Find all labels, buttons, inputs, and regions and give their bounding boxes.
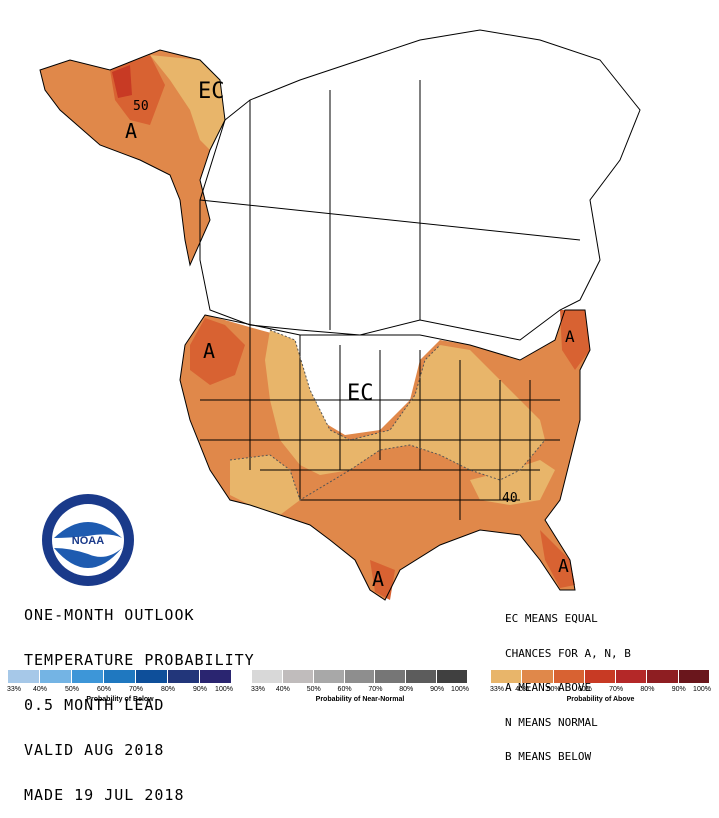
legend-tick-label: 33%	[6, 686, 22, 693]
alaska-shading	[40, 50, 225, 265]
legend-tick-label: 70%	[128, 686, 144, 693]
legend-tick-label: 80%	[640, 686, 655, 693]
contours	[229, 329, 546, 501]
key-line: EC MEANS EQUAL	[505, 612, 598, 625]
ec-conus-label: EC	[347, 381, 374, 406]
legend-swatch	[282, 670, 313, 683]
legend-swatch	[437, 670, 467, 683]
legend-tick-label: 50%	[546, 686, 561, 693]
legend-swatch	[313, 670, 344, 683]
legend-below: 33% 40% 50% 60% 70% 80% 90% 100% Probability of …	[6, 670, 233, 707]
legend-swatch	[553, 670, 584, 683]
legend-swatch	[491, 670, 522, 683]
a-florida-label: A	[558, 556, 569, 577]
legend-swatch	[678, 670, 709, 683]
legend-tick-label: 90%	[192, 686, 208, 693]
key-line: CHANCES FOR A, N, B	[505, 646, 631, 660]
a-northeast-label: A	[565, 327, 575, 346]
key-line: B MEANS BELOW	[505, 750, 592, 763]
boundaries	[39, 29, 641, 601]
legend-tick-label: 60%	[577, 686, 592, 693]
a-alaska-label: A	[125, 119, 137, 143]
legend-tick-label: 100%	[215, 686, 233, 693]
legend-tick-label: 40%	[32, 686, 48, 693]
title-line: VALID AUG 2018	[24, 741, 165, 759]
title-line: ONE-MONTH OUTLOOK	[24, 606, 195, 624]
key-line: N MEANS NORMAL	[505, 715, 598, 729]
a-northwest-label: A	[203, 339, 215, 363]
legend-tick-label: 33%	[250, 686, 266, 693]
legend-tick-label: 70%	[609, 686, 624, 693]
conus-shading	[180, 310, 590, 600]
legend-swatch	[375, 670, 406, 683]
legend-label: Probability of Near-Normal	[315, 696, 405, 703]
legend-swatch	[406, 670, 437, 683]
legend-label: Probability of Above	[566, 696, 635, 703]
contour-50-label: 50	[133, 99, 149, 114]
legend-tick-label: 60%	[337, 686, 352, 693]
legend-swatch	[522, 670, 553, 683]
legend-swatch	[72, 670, 103, 683]
legend-swatch	[168, 670, 199, 683]
contour-40-label: 40	[502, 491, 518, 506]
noaa-logo: NOAA	[42, 494, 134, 586]
legend-swatch	[252, 670, 282, 683]
legend-tick-label: 33%	[489, 686, 505, 693]
legend-swatch	[616, 670, 647, 683]
legend-swatch	[40, 670, 71, 683]
legend-tick-label: 50%	[64, 686, 80, 693]
legend-tick-label: 40%	[275, 686, 290, 693]
ec-alaska-label: EC	[198, 79, 225, 104]
legend-above: 33% 40% 50% 60% 70% 80% 90% 100% Probability of …	[489, 670, 711, 707]
legend-tick-label: 50%	[306, 686, 321, 693]
noaa-logo-text: NOAA	[72, 535, 104, 547]
legend-tick-label: 80%	[160, 686, 176, 693]
legend-swatch	[8, 670, 39, 683]
legend-swatch	[647, 670, 678, 683]
legend-tick-label: 90%	[430, 686, 445, 693]
title-line: MADE 19 JUL 2018	[24, 786, 185, 804]
legend-tick-label: 100%	[451, 686, 469, 693]
a-texas-label: A	[372, 567, 384, 591]
legend-swatch	[136, 670, 167, 683]
legend-tick-label: 100%	[693, 686, 711, 693]
outlook-map: EC EC A A A A A 50 40	[39, 29, 641, 601]
legend-tick-label: 40%	[515, 686, 530, 693]
key-line: A MEANS ABOVE	[505, 681, 592, 694]
legend-swatch	[344, 670, 375, 683]
legend-swatch	[584, 670, 616, 683]
legend-swatch	[104, 670, 135, 683]
legend-label: Probability of Below	[86, 696, 154, 703]
legend-swatch	[200, 670, 231, 683]
legend-tick-label: 70%	[368, 686, 383, 693]
legend-tick-label: 80%	[399, 686, 414, 693]
title-line: TEMPERATURE PROBABILITY	[24, 651, 255, 669]
legend-tick-label: 90%	[671, 686, 686, 693]
legend-near-normal: 33% 40% 50% 60% 70% 80% 90% 100% Probability of …	[250, 670, 469, 707]
legend-tick-label: 60%	[96, 686, 112, 693]
